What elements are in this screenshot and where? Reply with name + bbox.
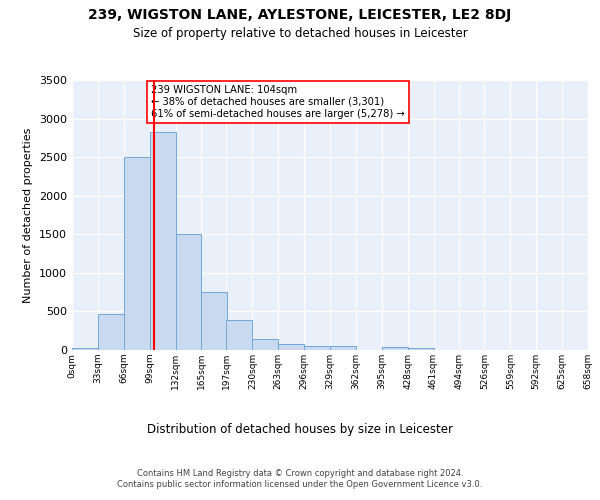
Bar bbox=[176, 234, 202, 350]
Bar bbox=[149, 132, 176, 350]
Text: Contains HM Land Registry data © Crown copyright and database right 2024.: Contains HM Land Registry data © Crown c… bbox=[137, 469, 463, 478]
Bar bbox=[98, 314, 124, 350]
Bar bbox=[407, 348, 434, 350]
Text: Distribution of detached houses by size in Leicester: Distribution of detached houses by size … bbox=[147, 422, 453, 436]
Text: 239, WIGSTON LANE, AYLESTONE, LEICESTER, LE2 8DJ: 239, WIGSTON LANE, AYLESTONE, LEICESTER,… bbox=[88, 8, 512, 22]
Y-axis label: Number of detached properties: Number of detached properties bbox=[23, 128, 34, 302]
Text: Contains public sector information licensed under the Open Government Licence v3: Contains public sector information licen… bbox=[118, 480, 482, 489]
Bar bbox=[304, 346, 330, 350]
Text: Size of property relative to detached houses in Leicester: Size of property relative to detached ho… bbox=[133, 28, 467, 40]
Bar bbox=[124, 157, 149, 350]
Bar bbox=[382, 347, 407, 350]
Bar bbox=[330, 346, 356, 350]
Bar bbox=[72, 348, 98, 350]
Bar bbox=[253, 339, 278, 350]
Text: 239 WIGSTON LANE: 104sqm
← 38% of detached houses are smaller (3,301)
61% of sem: 239 WIGSTON LANE: 104sqm ← 38% of detach… bbox=[151, 86, 405, 118]
Bar bbox=[202, 292, 227, 350]
Bar bbox=[278, 344, 304, 350]
Bar bbox=[226, 320, 253, 350]
